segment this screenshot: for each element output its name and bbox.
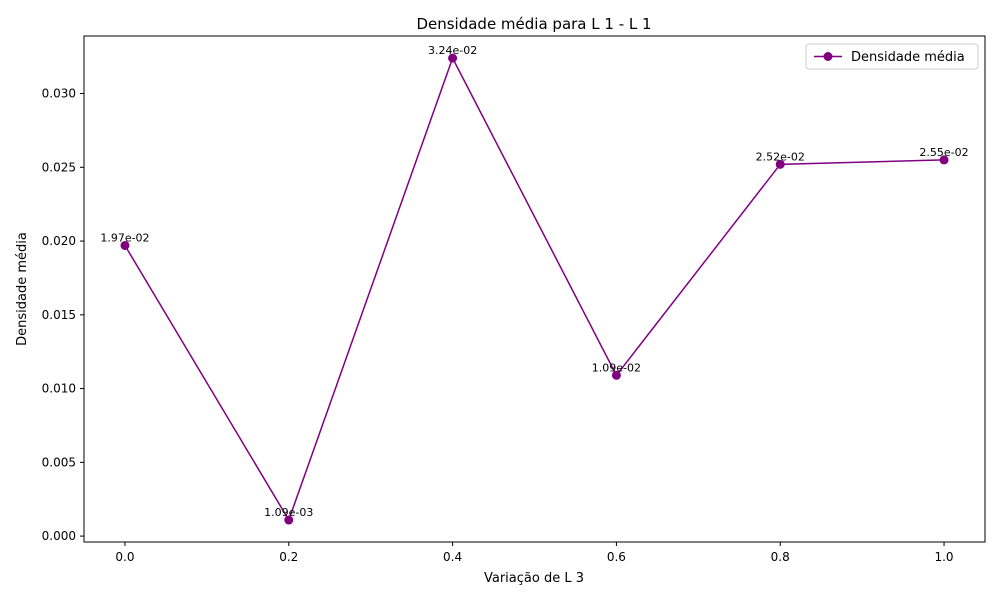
legend-label: Densidade média xyxy=(851,50,965,65)
series-line xyxy=(124,56,945,522)
y-tick-label: 0.015 xyxy=(42,308,76,322)
y-tick-label: 0.000 xyxy=(42,529,76,543)
x-tick-label: 0.2 xyxy=(279,550,298,564)
data-point xyxy=(775,159,785,169)
x-tick-label: 0.0 xyxy=(115,550,134,564)
y-tick-label: 0.030 xyxy=(42,87,76,101)
data-point xyxy=(611,370,621,380)
data-label: 2.52e-02 xyxy=(756,150,805,163)
data-label: 1.09e-03 xyxy=(264,506,313,519)
legend-box xyxy=(805,43,979,70)
x-tick-label: 0.6 xyxy=(607,550,626,564)
legend: Densidade média xyxy=(805,43,979,70)
x-tick-label: 0.8 xyxy=(771,550,790,564)
chart-title: Densidade média para L 1 - L 1 xyxy=(416,15,651,33)
y-tick-label: 0.020 xyxy=(42,234,76,248)
plot-frame xyxy=(83,35,986,543)
data-point xyxy=(120,240,130,250)
x-axis-label: Variação de L 3 xyxy=(484,571,584,586)
data-point xyxy=(939,155,949,165)
x-axis: 0.0 0.2 0.4 0.6 0.8 1.0 xyxy=(115,542,954,564)
data-labels: 1.97e-02 1.09e-03 3.24e-02 1.09e-02 2.52e-02… xyxy=(100,44,968,519)
y-tick-label: 0.010 xyxy=(42,382,76,396)
data-label: 2.55e-02 xyxy=(919,146,968,159)
data-point xyxy=(448,53,458,63)
y-tick-label: 0.025 xyxy=(42,160,76,174)
data-label: 1.97e-02 xyxy=(100,231,149,244)
series-layer xyxy=(120,53,949,525)
x-tick-label: 0.4 xyxy=(443,550,462,564)
data-label: 3.24e-02 xyxy=(428,44,477,57)
x-tick-label: 1.0 xyxy=(934,550,953,564)
y-tick-label: 0.005 xyxy=(42,455,76,469)
data-label: 1.09e-02 xyxy=(592,361,641,374)
data-point xyxy=(284,515,294,525)
y-axis: 0.000 0.005 0.010 0.015 0.020 0.025 0.030 xyxy=(42,87,84,543)
legend-marker xyxy=(823,52,833,61)
y-axis-label: Densidade média xyxy=(15,232,30,346)
